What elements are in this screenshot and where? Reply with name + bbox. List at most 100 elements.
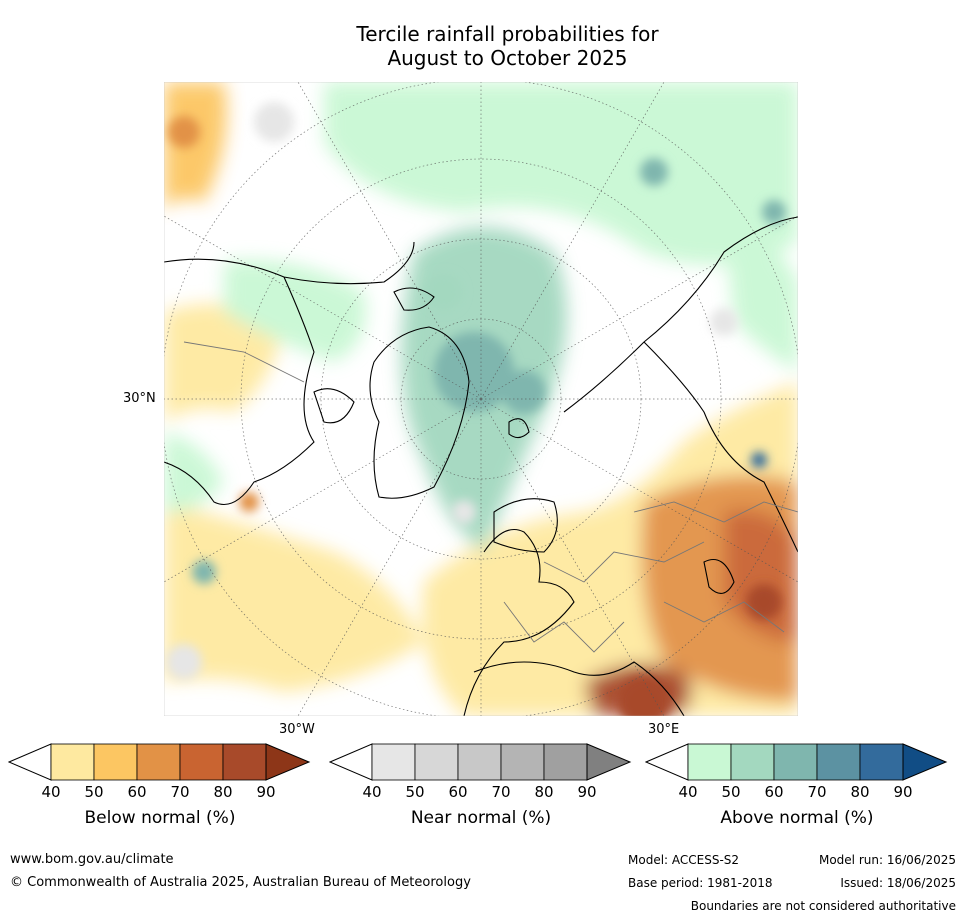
near-normal-spot-3 (166, 644, 202, 680)
latitude-label-30n: 30°N (123, 391, 156, 406)
below-colorbar-segment-4 (179, 743, 224, 781)
near-normal-label: Near normal (%) (410, 808, 552, 828)
below-tick-label: 60 (127, 783, 147, 801)
below-colorbar-segment-5 (222, 743, 267, 781)
below-tick-label: 70 (170, 783, 190, 801)
below-normal-spot-1 (168, 116, 200, 148)
boundary-europe-1 (503, 601, 625, 653)
above-normal-spot-6 (751, 452, 767, 468)
above-normal-spot-7 (192, 560, 216, 584)
above-normal-spot-3 (426, 274, 462, 310)
above-tick-label: 90 (893, 783, 913, 801)
below-normal-spot-3 (618, 676, 670, 716)
longitude-label-30e: 30°E (648, 722, 680, 737)
above-normal-spot-1 (434, 332, 514, 412)
near-colorbar-segment-4 (500, 743, 545, 781)
near-normal-spot-2 (710, 308, 738, 336)
below-normal-spot-4 (239, 492, 259, 512)
below-tick-label: 80 (213, 783, 233, 801)
below-normal-area-northwest (164, 82, 227, 212)
near-colorbar-over-triangle (586, 743, 632, 781)
coastline-north-america (164, 241, 415, 506)
country-boundaries (183, 341, 798, 653)
above-colorbar-segment-4 (816, 743, 861, 781)
above-colorbar-segment-2 (730, 743, 775, 781)
below-colorbar-segment-3 (136, 743, 181, 781)
coastline-mediterranean (473, 661, 685, 716)
below-normal-ticks: 40 50 60 70 80 90 (8, 783, 312, 803)
disclaimer-text: Boundaries are not considered authoritat… (690, 899, 956, 913)
title-line-1: Tercile rainfall probabilities for (356, 22, 659, 46)
above-colorbar-over-triangle (902, 743, 948, 781)
boundary-north-america (183, 341, 305, 383)
meridian-60w (164, 398, 482, 583)
rainfall-detail-field (166, 102, 786, 716)
near-tick-label: 60 (448, 783, 468, 801)
coastline-eurasia-north (563, 216, 798, 413)
coastline-caspian (703, 558, 735, 594)
base-period-text: Base period: 1981-2018 (628, 876, 773, 890)
coastline-arctic-islands (393, 287, 435, 311)
issued-text: Issued: 18/06/2025 (840, 876, 956, 890)
boundary-asia-1 (633, 501, 798, 523)
below-colorbar-under-triangle (8, 743, 52, 781)
boundary-asia-2 (663, 601, 785, 633)
below-colorbar-segment-2 (93, 743, 138, 781)
above-colorbar-under-triangle (645, 743, 689, 781)
near-normal-ticks: 40 50 60 70 80 90 (329, 783, 633, 803)
above-colorbar-segment-1 (687, 743, 732, 781)
near-tick-label: 70 (491, 783, 511, 801)
near-normal-colorbar (329, 743, 632, 781)
forecast-map (164, 82, 798, 716)
coastline-europe (463, 528, 575, 716)
near-tick-label: 90 (577, 783, 597, 801)
model-run-text: Model run: 16/06/2025 (818, 853, 956, 867)
near-colorbar-segment-1 (371, 743, 416, 781)
meridian-60e (480, 398, 798, 583)
coastline-svalbard (508, 418, 530, 439)
meridian-150w (297, 82, 482, 400)
above-normal-area-siberia (724, 222, 798, 372)
above-normal-area-nearctic (224, 260, 366, 362)
coastline-asia-east (643, 341, 798, 553)
below-tick-label: 40 (41, 783, 61, 801)
near-colorbar-segment-5 (543, 743, 588, 781)
above-normal-spot-5 (762, 200, 786, 224)
near-tick-label: 80 (534, 783, 554, 801)
below-normal-area-west (164, 304, 284, 422)
above-colorbar-segment-3 (773, 743, 818, 781)
above-normal-label: Above normal (%) (720, 808, 874, 828)
title-line-2: August to October 2025 (387, 46, 628, 70)
above-normal-colorbar (645, 743, 948, 781)
coastline-scandinavia (493, 498, 558, 553)
above-colorbar-segment-5 (859, 743, 904, 781)
above-normal-spot-4 (640, 158, 668, 186)
near-colorbar-segment-2 (414, 743, 459, 781)
website-link[interactable]: www.bom.gov.au/climate (10, 852, 174, 867)
meridian-120e (480, 215, 798, 400)
below-tick-label: 90 (256, 783, 276, 801)
coastline-greenland (369, 326, 470, 499)
above-tick-label: 80 (850, 783, 870, 801)
near-colorbar-under-triangle (329, 743, 373, 781)
coastlines (164, 216, 798, 716)
near-normal-spot-1 (254, 102, 294, 142)
meridian-150e (480, 82, 665, 400)
above-normal-spot-2 (502, 370, 546, 414)
near-tick-label: 50 (405, 783, 425, 801)
below-normal-area-atlantic (164, 502, 424, 692)
meridian-30e (480, 398, 665, 716)
below-normal-spot-2 (746, 584, 782, 620)
above-tick-label: 60 (764, 783, 784, 801)
coastline-hudson-bay (313, 388, 355, 424)
above-tick-label: 40 (678, 783, 698, 801)
below-normal-colorbar (8, 743, 311, 781)
below-colorbar-segment-1 (50, 743, 95, 781)
near-colorbar-segment-3 (457, 743, 502, 781)
meridian-120w (164, 215, 482, 400)
model-text: Model: ACCESS-S2 (628, 853, 740, 867)
near-tick-label: 40 (362, 783, 382, 801)
above-tick-label: 50 (721, 783, 741, 801)
below-tick-label: 50 (84, 783, 104, 801)
near-normal-spot-4 (452, 500, 476, 524)
